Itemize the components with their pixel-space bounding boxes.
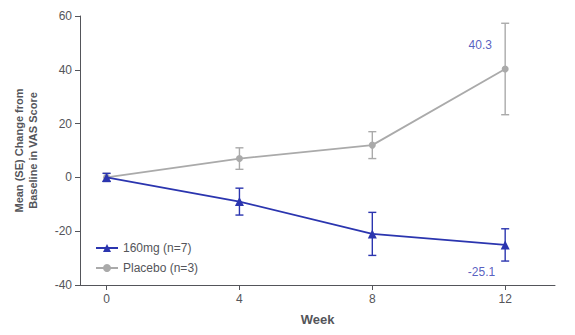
svg-text:20: 20	[59, 117, 73, 131]
svg-text:0: 0	[103, 292, 110, 306]
svg-text:40: 40	[59, 63, 73, 77]
svg-text:-20: -20	[55, 224, 73, 238]
svg-text:40.3: 40.3	[469, 38, 493, 52]
svg-text:Mean (SE) Change from: Mean (SE) Change from	[13, 88, 25, 212]
svg-text:12: 12	[498, 292, 512, 306]
svg-text:Baseline in VAS Score: Baseline in VAS Score	[27, 92, 39, 209]
svg-text:-25.1: -25.1	[468, 265, 496, 279]
svg-text:160mg (n=7): 160mg (n=7)	[123, 241, 191, 255]
svg-text:0: 0	[65, 170, 72, 184]
svg-text:4: 4	[236, 292, 243, 306]
svg-text:60: 60	[59, 9, 73, 23]
svg-text:Placebo (n=3): Placebo (n=3)	[123, 261, 198, 275]
svg-text:-40: -40	[55, 278, 73, 292]
svg-text:Week: Week	[301, 312, 335, 327]
svg-text:8: 8	[369, 292, 376, 306]
